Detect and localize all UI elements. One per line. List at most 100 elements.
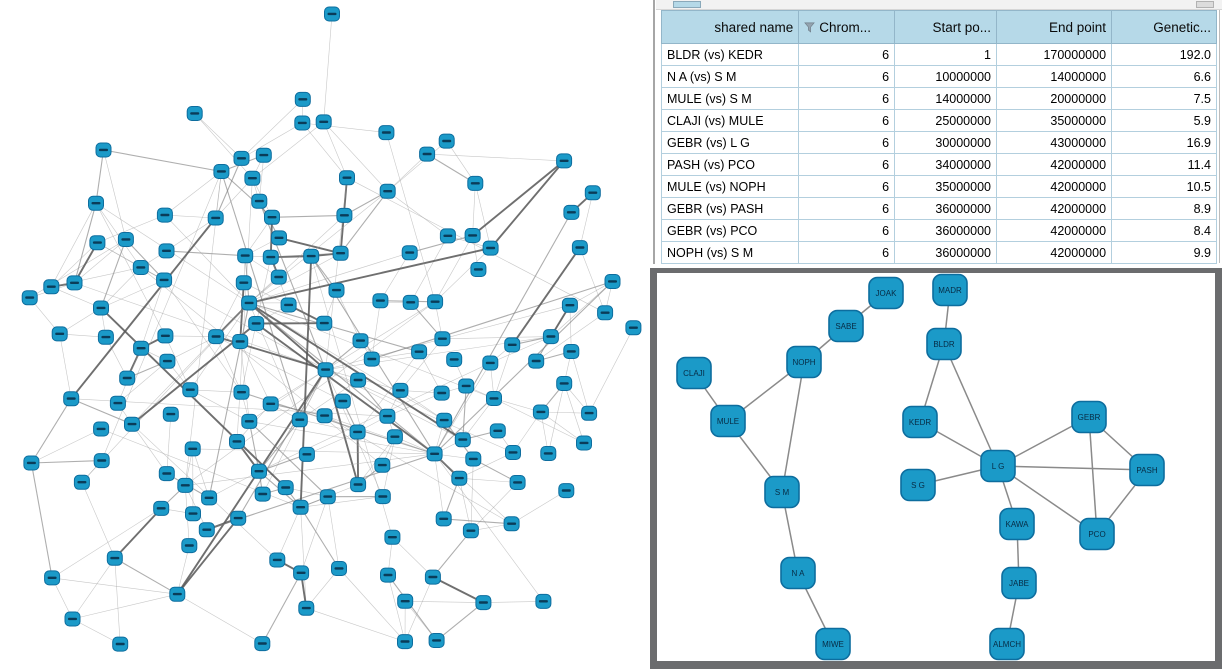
overview-node[interactable]	[317, 362, 334, 378]
table-cell[interactable]: 6	[798, 109, 896, 132]
overview-node[interactable]	[439, 228, 456, 244]
overview-node[interactable]	[339, 170, 355, 186]
column-header-chrom---[interactable]: Chrom...	[798, 10, 896, 44]
overview-node[interactable]	[424, 569, 441, 585]
overview-node[interactable]	[95, 142, 112, 158]
overview-node[interactable]	[470, 262, 487, 277]
overview-node[interactable]	[350, 372, 367, 388]
table-row[interactable]: PASH (vs) PCO 6 34000000 42000000 11.4	[660, 153, 1217, 176]
overview-node[interactable]	[43, 279, 60, 295]
overview-node[interactable]	[156, 207, 173, 223]
overview-node[interactable]	[277, 480, 294, 496]
detail-node-sabe[interactable]: SABE	[828, 309, 864, 343]
overview-node[interactable]	[556, 153, 573, 169]
detail-node-pash[interactable]: PASH	[1129, 453, 1165, 487]
overview-node[interactable]	[419, 146, 436, 162]
overview-node[interactable]	[503, 516, 520, 532]
table-cell[interactable]: 8.4	[1111, 219, 1217, 242]
table-cell[interactable]: 6	[798, 131, 896, 154]
overview-node[interactable]	[262, 249, 279, 265]
overview-node[interactable]	[427, 294, 444, 310]
table-cell[interactable]: 1	[894, 43, 997, 66]
detail-node-miwe[interactable]: MIWE	[815, 627, 851, 661]
overview-node[interactable]	[248, 316, 265, 331]
detail-node-almch[interactable]: ALMCH	[989, 627, 1025, 661]
overview-node[interactable]	[397, 634, 413, 650]
overview-node[interactable]	[271, 230, 287, 246]
overview-node[interactable]	[241, 413, 258, 429]
detail-node-jabe[interactable]: JABE	[1001, 566, 1037, 600]
overview-node[interactable]	[294, 115, 311, 131]
overview-node[interactable]	[397, 593, 414, 609]
detail-node-mule[interactable]: MULE	[710, 404, 746, 438]
overview-node[interactable]	[434, 331, 451, 347]
overview-node[interactable]	[158, 243, 175, 259]
overview-node[interactable]	[386, 429, 403, 445]
overview-node[interactable]	[294, 91, 311, 107]
table-cell[interactable]: 170000000	[995, 43, 1113, 66]
overview-node[interactable]	[93, 421, 110, 437]
overview-node[interactable]	[315, 114, 332, 130]
table-row[interactable]: GEBR (vs) L G 6 30000000 43000000 16.9	[660, 131, 1217, 154]
overview-node[interactable]	[584, 185, 601, 201]
overview-node[interactable]	[181, 538, 198, 554]
table-cell[interactable]: 42000000	[995, 175, 1113, 198]
table-row[interactable]: GEBR (vs) PCO 6 36000000 42000000 8.4	[660, 219, 1217, 242]
overview-node[interactable]	[64, 611, 81, 627]
table-cell[interactable]: 36000000	[894, 197, 997, 220]
toolbar-tab[interactable]	[673, 1, 701, 8]
overview-node[interactable]	[241, 295, 258, 311]
overview-node[interactable]	[328, 282, 345, 298]
overview-node[interactable]	[380, 567, 396, 583]
overview-node[interactable]	[251, 463, 267, 479]
overview-node[interactable]	[264, 209, 280, 225]
overview-node[interactable]	[112, 636, 129, 652]
overview-node[interactable]	[535, 593, 552, 609]
overview-node[interactable]	[169, 586, 186, 602]
overview-node[interactable]	[625, 320, 642, 336]
table-cell[interactable]: 14000000	[894, 87, 997, 110]
table-cell[interactable]: N A (vs) S M	[660, 65, 800, 88]
table-cell[interactable]: 6.6	[1111, 65, 1217, 88]
table-cell[interactable]: MULE (vs) NOPH	[660, 175, 800, 198]
table-cell[interactable]: 10.5	[1111, 175, 1217, 198]
overview-node[interactable]	[262, 396, 279, 412]
overview-node[interactable]	[401, 245, 418, 261]
table-cell[interactable]: 7.5	[1111, 87, 1217, 110]
overview-node[interactable]	[374, 457, 391, 473]
overview-node[interactable]	[293, 565, 310, 581]
overview-node[interactable]	[334, 393, 351, 409]
column-header-end-point[interactable]: End point	[995, 10, 1113, 44]
column-header-start-po---[interactable]: Start po...	[894, 10, 997, 44]
table-cell[interactable]: 6	[798, 87, 896, 110]
overview-node[interactable]	[374, 489, 391, 505]
overview-node[interactable]	[89, 235, 106, 251]
overview-node[interactable]	[504, 337, 521, 353]
table-cell[interactable]: 5.9	[1111, 109, 1217, 132]
overview-node[interactable]	[435, 511, 452, 527]
detail-edge-BLDR-LG[interactable]	[943, 343, 999, 467]
overview-node[interactable]	[156, 272, 173, 288]
table-cell[interactable]: 14000000	[995, 65, 1113, 88]
overview-node[interactable]	[88, 195, 104, 211]
table-cell[interactable]: NOPH (vs) S M	[660, 241, 800, 264]
overview-node[interactable]	[93, 300, 109, 316]
overview-node[interactable]	[298, 600, 315, 616]
overview-node[interactable]	[363, 351, 380, 367]
overview-node[interactable]	[162, 406, 179, 422]
table-cell[interactable]: 35000000	[894, 175, 997, 198]
table-cell[interactable]: 42000000	[995, 153, 1113, 176]
overview-node[interactable]	[467, 175, 484, 191]
overview-node[interactable]	[349, 424, 366, 440]
table-cell[interactable]: 25000000	[894, 109, 997, 132]
detail-node-sg[interactable]: S G	[900, 468, 936, 502]
overview-node[interactable]	[23, 455, 40, 471]
overview-node[interactable]	[331, 561, 347, 576]
overview-node[interactable]	[332, 245, 349, 261]
table-cell[interactable]: 16.9	[1111, 131, 1217, 154]
overview-node[interactable]	[458, 378, 475, 394]
overview-node[interactable]	[528, 353, 545, 369]
overview-node[interactable]	[269, 552, 286, 568]
overview-node[interactable]	[157, 328, 174, 344]
table-row[interactable]: MULE (vs) S M 6 14000000 20000000 7.5	[660, 87, 1217, 110]
